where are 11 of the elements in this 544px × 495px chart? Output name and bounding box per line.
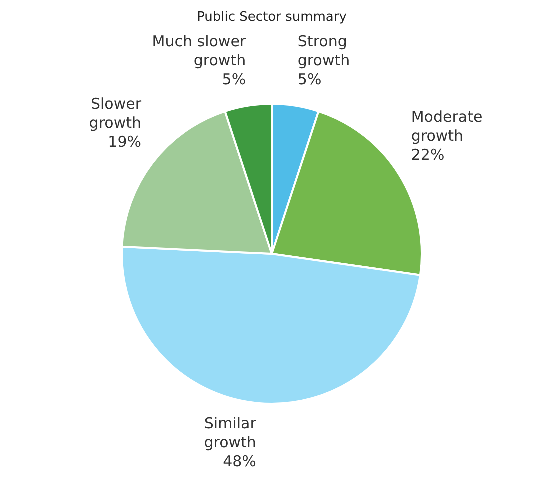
slice-label: Strong growth bbox=[298, 32, 350, 70]
slice-label: Much slower growth bbox=[152, 32, 247, 70]
data-label: 48% bbox=[223, 452, 256, 471]
data-label: 5% bbox=[222, 70, 246, 88]
slice-label: Slower growth bbox=[89, 95, 142, 132]
data-label: 5% bbox=[298, 70, 322, 88]
slice-label: Moderate growth bbox=[411, 108, 483, 145]
data-label: 22% bbox=[411, 146, 445, 164]
chart-title: Public Sector summary bbox=[196, 9, 348, 27]
slice-label: Similar growth bbox=[204, 414, 258, 452]
data-label: 19% bbox=[108, 133, 142, 152]
